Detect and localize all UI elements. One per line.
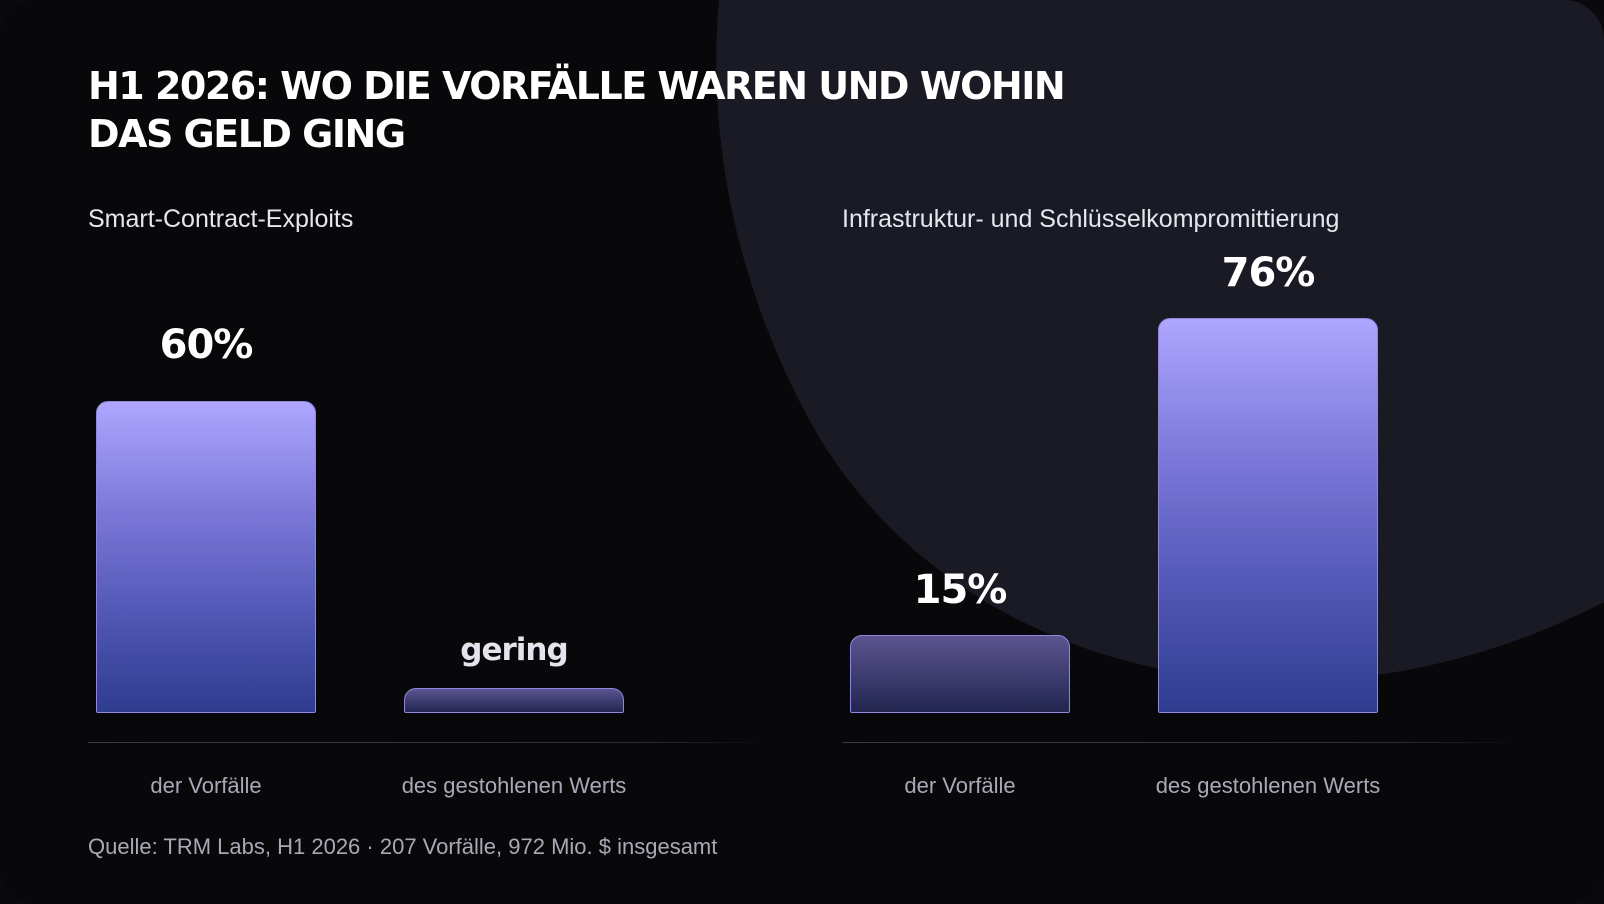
source-note: Quelle: TRM Labs, H1 2026 · 207 Vorfälle… [88,834,718,859]
left-x-label-1: der Vorfälle [150,773,262,798]
left-bar-2-value: gering [460,632,568,668]
left-bar-2 [404,688,624,713]
right-bar-2 [1158,317,1378,713]
right-bar-2-value: 76% [1221,249,1316,296]
left-baseline [88,742,768,743]
left-bar-1 [96,401,316,713]
page-title: H1 2026: WO DIE VORFÄLLE WAREN UND WOHIN… [88,64,1066,156]
left-x-label-2: des gestohlenen Werts [401,773,627,798]
right-panel-title: Infrastruktur- und Schlüsselkompromittie… [842,205,1340,233]
right-x-label-1: der Vorfälle [904,773,1016,798]
right-bar-1 [850,635,1070,713]
right-baseline [842,742,1522,743]
left-panel-title: Smart-Contract-Exploits [88,205,354,233]
right-bar-1-value: 15% [913,567,1008,613]
right-x-label-2: des gestohlenen Werts [1155,773,1381,798]
left-bar-1-value: 60% [159,322,254,368]
